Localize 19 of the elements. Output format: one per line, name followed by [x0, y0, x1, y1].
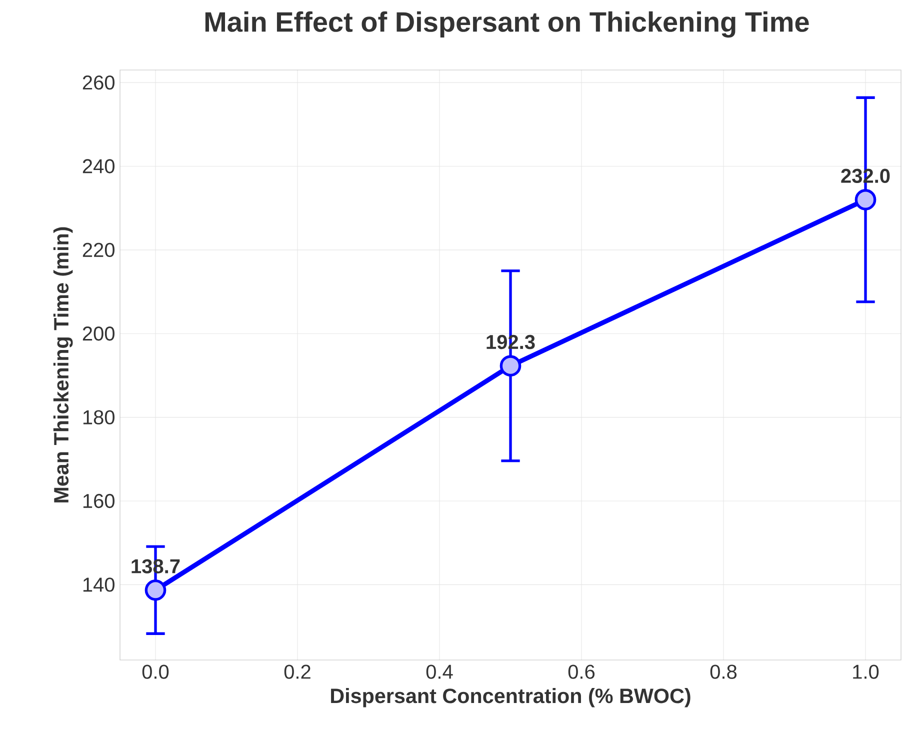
y-tick-label: 240 [82, 159, 114, 174]
y-tick-label: 200 [82, 326, 114, 341]
x-tick-label: 0.0 [142, 664, 169, 679]
point [854, 189, 876, 210]
x-axis-title: Dispersant Concentration (% BWOC) [331, 688, 690, 708]
x-tick-label: 0.6 [568, 664, 595, 679]
y-tick-label: 260 [82, 75, 114, 90]
chart-title: Main Effect of Dispersant on Thickening Time [205, 11, 809, 38]
x-tick-label: 0.4 [426, 664, 453, 679]
y-axis-title: Mean Thickening Time (min) [53, 227, 73, 502]
y-tick-label: 160 [83, 494, 114, 508]
point [500, 355, 522, 377]
y-tick-label: 140 [83, 578, 114, 592]
x-tick-label: 0.8 [710, 664, 737, 679]
point [144, 579, 166, 601]
y-tick-label: 180 [83, 410, 114, 424]
x-tick-label: 1.0 [853, 664, 879, 679]
x-tick-label: 0.2 [284, 664, 310, 679]
y-tick-label: 220 [82, 242, 114, 257]
